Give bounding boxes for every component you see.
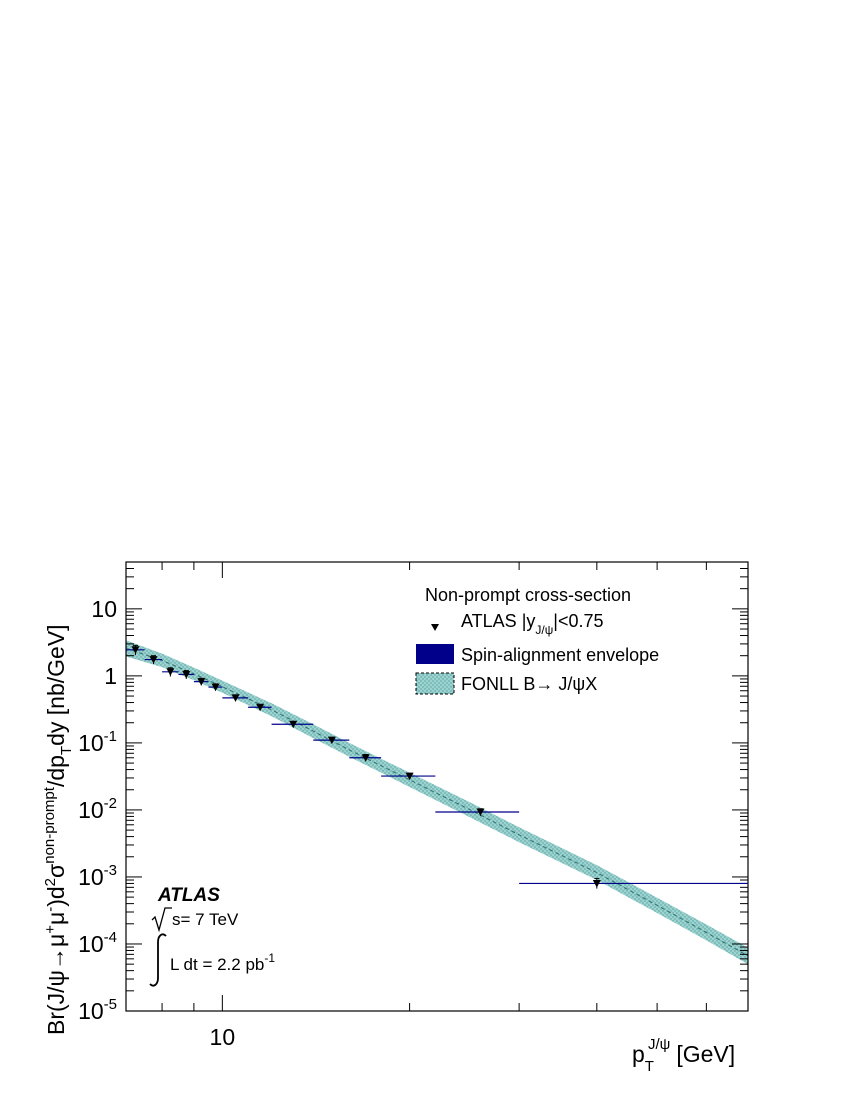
- point-marker: [231, 694, 240, 702]
- atlas-annotation: ATLAS s= 7 TeV L dt = 2.2 pb-1: [149, 885, 275, 987]
- data-point: [271, 720, 314, 729]
- sqrt-icon: [151, 907, 172, 933]
- data-point: [381, 772, 436, 781]
- y-tick-label: 10-2: [78, 795, 117, 823]
- y-tick-label: 10-4: [78, 929, 117, 957]
- data-point: [519, 877, 748, 889]
- fonll-band: [126, 640, 748, 965]
- data-point: [349, 754, 382, 762]
- y-tick-label: 10-3: [78, 862, 117, 890]
- integral-icon: [149, 933, 167, 987]
- point-marker: [476, 808, 485, 817]
- fonll-band-area: [126, 640, 748, 965]
- legend: Non-prompt cross-section ATLAS |yJ/ψ|<0.…: [415, 585, 659, 695]
- x-tick-label: 10: [210, 1024, 236, 1050]
- point-marker: [182, 670, 191, 679]
- lumi-label: L dt = 2.2 pb-1: [170, 951, 275, 974]
- data-point: [222, 694, 249, 702]
- point-marker: [149, 656, 158, 664]
- y-tick-labels: 10 1 10-1 10-2 10-3 10-4 10-5: [78, 596, 117, 1024]
- point-marker: [256, 703, 265, 712]
- legend-marker-icon: [431, 624, 439, 631]
- plot-frame: [125, 561, 749, 1012]
- data-point: [313, 736, 350, 745]
- point-marker: [592, 879, 601, 888]
- data-point: [193, 677, 209, 686]
- legend-entry-spin: Spin-alignment envelope: [461, 645, 659, 665]
- x-tick-labels: 10: [210, 1024, 236, 1050]
- energy-label: s= 7 TeV: [172, 910, 239, 929]
- legend-spin-envelope-swatch: [416, 644, 454, 664]
- point-marker: [131, 646, 140, 654]
- data-point: [162, 667, 179, 677]
- data-point: [435, 808, 520, 817]
- point-marker: [211, 683, 220, 692]
- y-tick-label: 10: [91, 596, 117, 622]
- data-point: [178, 670, 194, 679]
- data-point: [144, 655, 163, 665]
- point-marker: [197, 678, 206, 686]
- y-tick-label: 10-1: [78, 728, 117, 756]
- data-point: [248, 703, 272, 712]
- point-marker: [405, 772, 414, 781]
- legend-entry-atlas: ATLAS |yJ/ψ|<0.75: [461, 611, 604, 637]
- fonll-band-central: [126, 647, 748, 957]
- legend-fonll-swatch: [415, 672, 455, 695]
- legend-entry-fonll: FONLL B→ J/ψX: [461, 674, 597, 694]
- atlas-data-points: [126, 644, 748, 889]
- y-tick-label: 1: [104, 663, 117, 689]
- data-point: [208, 683, 223, 692]
- point-marker: [289, 720, 298, 729]
- point-marker: [327, 736, 336, 745]
- data-point: [126, 644, 145, 655]
- point-marker: [166, 668, 175, 676]
- legend-title: Non-prompt cross-section: [425, 585, 631, 605]
- experiment-label: ATLAS: [157, 885, 220, 906]
- point-marker: [361, 754, 370, 762]
- y-axis-title: Br(J/ψ→μ+μ-)d2σnon-prompt/dpTdy [nb/GeV]: [41, 624, 75, 1035]
- x-axis-title: pTJ/ψ [GeV]: [632, 1036, 735, 1075]
- y-tick-label: 10-5: [78, 996, 117, 1024]
